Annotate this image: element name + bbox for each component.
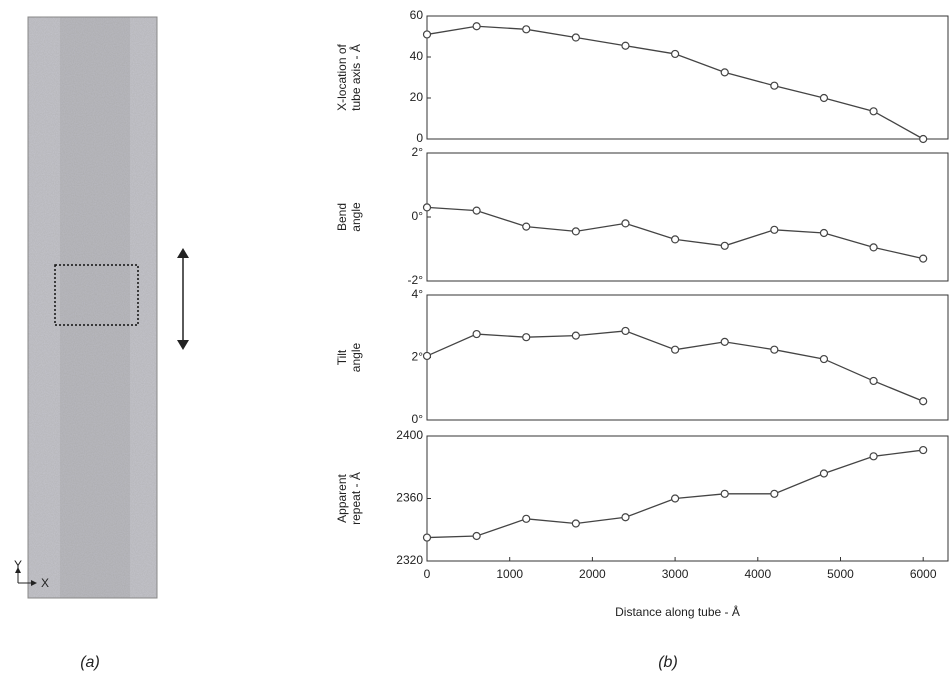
x-tick-label: 5000: [827, 567, 854, 581]
plot-frame: [426, 15, 949, 140]
x-axis-label: Distance along tube - Å: [615, 604, 740, 619]
data-point: [770, 81, 779, 90]
y-tick-label: 2320: [396, 553, 423, 567]
x-tick-label: 3000: [662, 567, 689, 581]
tube: [60, 17, 130, 598]
data-point: [720, 489, 729, 498]
plot-frame: [426, 294, 949, 421]
data-point: [472, 206, 481, 215]
data-point: [919, 445, 928, 455]
x-tick-label: 6000: [910, 567, 937, 581]
data-point: [720, 241, 729, 250]
y-axis-label: repeat - Å: [348, 472, 363, 525]
data-point: [621, 219, 630, 228]
micrograph: Y X: [14, 16, 189, 599]
data-point: [522, 222, 531, 231]
y-axis-label: Bend: [335, 203, 349, 231]
data-point: [621, 326, 630, 336]
data-line: [426, 449, 924, 539]
data-point: [621, 41, 630, 50]
y-axis-label: Tilt: [335, 349, 349, 365]
y-tick-label: 4°: [412, 287, 424, 301]
data-point: [670, 49, 680, 59]
y-tick-label: 0: [416, 131, 423, 145]
data-point: [571, 33, 580, 42]
data-point: [770, 489, 779, 498]
data-point: [869, 107, 878, 116]
plot-frame: [426, 152, 949, 282]
y-tick-label: 2360: [396, 491, 423, 505]
x-tick-label: 0: [424, 567, 431, 581]
data-point: [472, 22, 481, 31]
y-tick-label: 2°: [412, 145, 424, 159]
y-tick-label: 20: [410, 90, 424, 104]
x-tick-label: 2000: [579, 567, 606, 581]
data-point: [919, 134, 928, 144]
data-point: [522, 25, 531, 34]
image-noise: [28, 17, 157, 598]
y-axis-label: X-location of: [335, 43, 349, 110]
image-frame: [27, 16, 158, 599]
data-point: [472, 329, 481, 339]
y-tick-label: 40: [410, 49, 424, 63]
data-line: [426, 206, 924, 260]
panel-label: (b): [658, 654, 678, 671]
y-tick-label: 2400: [396, 428, 423, 442]
data-point: [819, 469, 829, 478]
data-point: [869, 243, 878, 252]
y-axis-label: tube axis - Å: [348, 44, 363, 111]
data-point: [522, 333, 531, 342]
axis-y-label: Y: [14, 558, 22, 572]
data-point: [869, 452, 878, 461]
data-point: [422, 203, 432, 212]
data-point: [422, 30, 432, 39]
selection-box: [54, 264, 139, 326]
data-point: [670, 345, 680, 354]
data-point: [819, 228, 829, 238]
data-line: [426, 25, 924, 140]
y-axis-label: angle: [349, 202, 363, 232]
data-point: [720, 337, 729, 346]
y-axis-label: Apparent: [335, 473, 349, 522]
data-point: [422, 533, 432, 542]
x-tick-label: 4000: [744, 567, 771, 581]
data-point: [422, 351, 432, 361]
data-point: [869, 376, 878, 386]
data-point: [571, 519, 580, 528]
data-point: [571, 227, 580, 236]
data-point: [919, 254, 928, 263]
data-point: [919, 397, 928, 406]
data-point: [670, 494, 680, 503]
data-point: [819, 93, 829, 103]
y-tick-label: 0°: [412, 412, 424, 426]
data-point: [770, 345, 779, 354]
data-point: [720, 68, 729, 77]
y-tick-label: 2°: [412, 350, 424, 364]
data-point: [522, 514, 531, 523]
data-point: [770, 225, 779, 234]
data-point: [472, 531, 481, 541]
axis-indicator-heads: [15, 567, 37, 586]
axis-x-label: X: [41, 576, 49, 590]
y-tick-label: -2°: [408, 273, 424, 287]
data-point: [670, 235, 680, 244]
data-point: [819, 354, 829, 364]
y-axis-label: angle: [349, 343, 363, 373]
data-line: [426, 330, 924, 402]
data-point: [621, 513, 630, 522]
data-point: [571, 331, 580, 340]
y-tick-label: 0°: [412, 209, 424, 223]
y-tick-label: 60: [410, 8, 424, 22]
x-tick-label: 1000: [496, 567, 523, 581]
panel-label: (a): [80, 654, 100, 671]
